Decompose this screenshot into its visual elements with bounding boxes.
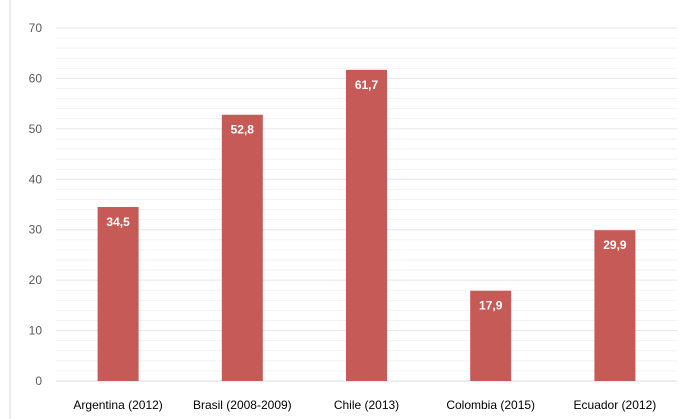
- y-tick-label: 70: [29, 21, 43, 35]
- bar: [97, 207, 139, 381]
- y-tick-label: 60: [29, 71, 43, 85]
- x-category-label: Colombia (2015): [446, 398, 535, 412]
- bar: [221, 114, 263, 381]
- y-tick-label: 50: [29, 122, 43, 136]
- bar: [470, 290, 512, 381]
- y-tick-label: 10: [29, 324, 43, 338]
- x-category-label: Chile (2013): [334, 398, 399, 412]
- x-category-label: Ecuador (2012): [574, 398, 657, 412]
- x-category-label: Brasil (2008-2009): [193, 398, 292, 412]
- data-label: 17,9: [479, 299, 503, 313]
- data-label: 34,5: [106, 215, 130, 229]
- y-tick-label: 0: [35, 374, 42, 388]
- data-label: 52,8: [231, 123, 255, 137]
- bar: [346, 69, 387, 381]
- bar: [594, 230, 636, 381]
- y-tick-label: 40: [29, 172, 43, 186]
- data-label: 29,9: [603, 238, 627, 252]
- data-label: 61,7: [355, 78, 379, 92]
- y-tick-label: 20: [29, 273, 43, 287]
- x-category-label: Argentina (2012): [73, 398, 162, 412]
- bar-layer: [97, 69, 636, 381]
- label-layer: 0 10 20 30 40 50 60 70 34,5 Argentina (2012) 52,8 B…: [29, 21, 657, 412]
- y-tick-label: 30: [29, 223, 43, 237]
